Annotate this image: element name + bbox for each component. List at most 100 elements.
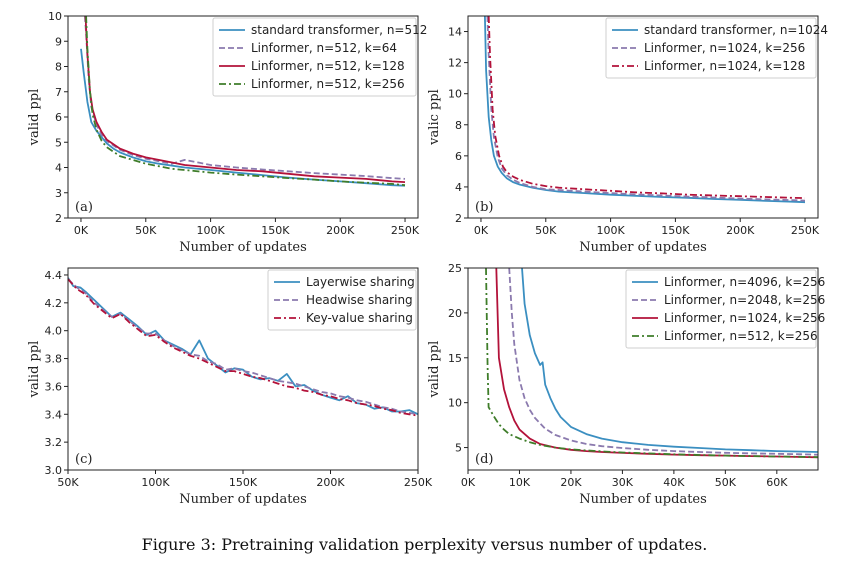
panel-label: (a) bbox=[75, 200, 93, 215]
y-axis-label: valid ppl bbox=[27, 341, 42, 399]
y-tick-label: 2 bbox=[55, 212, 62, 225]
legend-a: standard transformer, n=512 Linformer, n=… bbox=[212, 17, 427, 97]
x-tick-label: 200K bbox=[326, 224, 355, 237]
y-tick-label: 3 bbox=[55, 187, 62, 200]
legend-box bbox=[212, 17, 417, 97]
y-tick-label: 5 bbox=[455, 442, 462, 455]
legend-entry: Linformer, n=1024, k=256 bbox=[664, 311, 825, 325]
x-tick-label: 150K bbox=[261, 224, 290, 237]
y-tick-label: 10 bbox=[48, 10, 62, 23]
legend-d: Linformer, n=4096, k=256 Linformer, n=204… bbox=[625, 269, 825, 349]
x-tick-label: 150K bbox=[229, 476, 258, 489]
y-axis-label: valic ppl bbox=[427, 89, 442, 146]
series-group-b bbox=[484, 16, 806, 204]
series-line-b-3 bbox=[487, 16, 806, 199]
chart-d: 0K 10K 20K 30K 40K 50K 60K 5 10 15 20 25 Number of u… bbox=[427, 262, 825, 507]
legend-box bbox=[605, 17, 817, 79]
x-tick-label: 100K bbox=[196, 224, 225, 237]
series-group-d bbox=[485, 268, 818, 459]
x-tick-label: 200K bbox=[316, 476, 345, 489]
panel-label: (c) bbox=[75, 452, 92, 467]
series-line-a-4 bbox=[85, 16, 406, 187]
y-tick-label: 10 bbox=[448, 88, 462, 101]
y-tick-label: 3.6 bbox=[45, 380, 63, 393]
y-tick-label: 3.2 bbox=[45, 436, 63, 449]
x-tick-label: 100K bbox=[596, 224, 625, 237]
y-tick-label: 9 bbox=[55, 35, 62, 48]
x-tick-label: 60K bbox=[766, 476, 788, 489]
legend-entry: Layerwise sharing bbox=[306, 275, 415, 289]
y-tick-label: 25 bbox=[448, 262, 462, 275]
y-tick-label: 14 bbox=[448, 26, 462, 39]
x-tick-label: 0K bbox=[74, 224, 89, 237]
y-tick-label: 4.2 bbox=[45, 297, 63, 310]
y-tick-label: 3.4 bbox=[45, 408, 63, 421]
y-tick-label: 3.0 bbox=[45, 464, 63, 477]
y-tick-label: 3.8 bbox=[45, 353, 63, 366]
x-tick-label: 50K bbox=[535, 224, 557, 237]
y-tick-label: 15 bbox=[448, 352, 462, 365]
x-tick-label: 20K bbox=[560, 476, 582, 489]
x-tick-label: 50K bbox=[57, 476, 79, 489]
series-line-b-2 bbox=[486, 16, 806, 202]
x-axis-label: Number of updates bbox=[579, 492, 707, 507]
legend-entry: Key-value sharing bbox=[306, 311, 413, 325]
y-tick-label: 20 bbox=[448, 307, 462, 320]
legend-entry: Headwise sharing bbox=[306, 293, 413, 307]
legend-b: standard transformer, n=1024 Linformer, n… bbox=[605, 17, 828, 79]
x-tick-label: 30K bbox=[612, 476, 634, 489]
x-tick-label: 10K bbox=[509, 476, 531, 489]
y-tick-label: 4 bbox=[455, 181, 462, 194]
legend-box bbox=[625, 269, 817, 349]
y-tick-label: 4.4 bbox=[45, 269, 63, 282]
x-axis-label: Number of updates bbox=[179, 240, 307, 255]
y-tick-label: 6 bbox=[455, 150, 462, 163]
legend-entry: Linformer, n=512, k=64 bbox=[251, 41, 397, 55]
y-tick-label: 12 bbox=[448, 57, 462, 70]
panel-label: (d) bbox=[475, 452, 493, 467]
x-tick-label: 100K bbox=[141, 476, 170, 489]
panel-label: (b) bbox=[475, 200, 493, 215]
plot-frame-b bbox=[467, 15, 819, 219]
y-axis-label: valid ppl bbox=[427, 341, 442, 399]
y-tick-label: 7 bbox=[55, 86, 62, 99]
y-tick-label: 6 bbox=[55, 111, 62, 124]
chart-b: 0K 50K 100K 150K 200K 250K 2 4 6 8 10 12 14 Number of… bbox=[427, 15, 828, 255]
legend-entry: Linformer, n=2048, k=256 bbox=[664, 293, 825, 307]
legend-entry: Linformer, n=512, k=256 bbox=[251, 77, 405, 91]
y-tick-label: 4 bbox=[55, 162, 62, 175]
legend-entry: Linformer, n=1024, k=128 bbox=[644, 59, 805, 73]
series-line-d-4 bbox=[485, 268, 818, 458]
y-axis-label: valid ppl bbox=[27, 89, 42, 147]
x-tick-label: 150K bbox=[661, 224, 690, 237]
x-tick-label: 50K bbox=[715, 476, 737, 489]
figure-caption: Figure 3: Pretraining validation perplex… bbox=[141, 535, 708, 554]
y-tick-label: 10 bbox=[448, 397, 462, 410]
x-tick-label: 250K bbox=[404, 476, 433, 489]
series-group-c bbox=[68, 277, 418, 417]
chart-a: 0K 50K 100K 150K 200K 250K 2 3 4 5 6 7 8 9 10 Number of… bbox=[27, 10, 427, 255]
x-tick-label: 0K bbox=[474, 224, 489, 237]
legend-entry: Linformer, n=512, k=256 bbox=[664, 329, 818, 343]
y-tick-label: 5 bbox=[55, 136, 62, 149]
legend-entry: standard transformer, n=1024 bbox=[644, 23, 828, 37]
legend-entry: standard transformer, n=512 bbox=[251, 23, 427, 37]
series-line-d-1 bbox=[521, 268, 818, 453]
legend-c: Layerwise sharing Headwise sharing Key-val… bbox=[267, 269, 417, 331]
legend-box bbox=[267, 269, 417, 331]
y-tick-label: 8 bbox=[455, 119, 462, 132]
x-tick-label: 250K bbox=[391, 224, 420, 237]
series-group-a bbox=[80, 16, 406, 187]
x-tick-label: 40K bbox=[663, 476, 685, 489]
x-tick-label: 0K bbox=[461, 476, 476, 489]
y-tick-label: 8 bbox=[55, 61, 62, 74]
x-tick-label: 250K bbox=[791, 224, 820, 237]
legend-entry: Linformer, n=1024, k=256 bbox=[644, 41, 805, 55]
x-axis-label: Number of updates bbox=[579, 240, 707, 255]
series-line-a-3 bbox=[84, 16, 406, 183]
legend-entry: Linformer, n=512, k=128 bbox=[251, 59, 405, 73]
x-tick-label: 200K bbox=[726, 224, 755, 237]
y-tick-label: 4.0 bbox=[45, 325, 63, 338]
chart-c: 50K 100K 150K 200K 250K 3.0 3.2 3.4 3.6 3.8 4.0 4.2… bbox=[27, 267, 433, 507]
